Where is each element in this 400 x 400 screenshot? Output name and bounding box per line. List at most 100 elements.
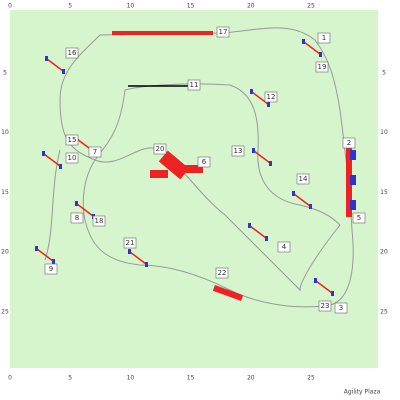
tunnel <box>150 170 168 178</box>
axis-label: 5 <box>382 69 386 76</box>
obstacle-number: 21 <box>126 239 135 247</box>
axis-label: 15 <box>187 3 195 10</box>
jump-bar <box>293 193 311 207</box>
axis-label: 10 <box>380 129 388 136</box>
jump-wing <box>35 246 38 251</box>
axis-label: 15 <box>1 189 9 196</box>
obstacle-box <box>315 61 329 73</box>
jump-bar <box>249 225 267 239</box>
jump-bar <box>253 150 271 164</box>
jump-wing <box>319 52 322 57</box>
obstacle-number: 2 <box>347 139 351 147</box>
jump-wing <box>265 236 268 241</box>
obstacle-box <box>44 263 58 275</box>
axis-label: 5 <box>68 3 72 10</box>
obstacle-number: 4 <box>282 243 287 251</box>
axis-label: 0 <box>8 375 12 382</box>
title: Agility Plaza <box>344 389 381 396</box>
jump-wing <box>42 151 45 156</box>
dog-path <box>44 149 61 261</box>
axis-label: 15 <box>380 189 388 196</box>
tunnel <box>185 165 203 173</box>
obstacle-number: 9 <box>49 265 53 273</box>
jump-wing <box>292 191 295 196</box>
obstacle-number: 16 <box>68 49 77 57</box>
jump-wing <box>75 201 78 206</box>
obstacle-number: 14 <box>299 175 308 183</box>
jump-wing <box>309 204 312 209</box>
obstacle-box <box>65 152 79 164</box>
jump-wing <box>269 161 272 166</box>
obstacle-box <box>216 26 230 38</box>
a-frame <box>212 285 244 301</box>
axis-label: 0 <box>8 3 12 10</box>
obstacle-box <box>70 212 84 224</box>
obstacle-number: 17 <box>219 28 228 36</box>
obstacle-number: 23 <box>321 302 330 310</box>
jump-wing <box>62 69 65 74</box>
jump-wing <box>52 259 55 264</box>
axis-label: 15 <box>187 375 195 382</box>
axis-label: 5 <box>68 375 72 382</box>
jump-wing <box>45 56 48 61</box>
axis-label: 20 <box>380 249 388 256</box>
obstacle-box <box>197 156 211 168</box>
jump-bar <box>315 280 333 294</box>
obstacle-number: 20 <box>156 145 165 153</box>
jump-wing <box>331 291 334 296</box>
jump-bar <box>303 41 321 55</box>
obstacle-number: 22 <box>218 269 227 277</box>
obstacle-number: 12 <box>267 93 276 101</box>
obstacle-number: 1 <box>322 34 326 42</box>
jump-wing <box>267 102 270 107</box>
jump-bar <box>46 58 64 72</box>
axis-label: 10 <box>127 3 135 10</box>
jump-wing <box>59 164 62 169</box>
jump-wing <box>145 262 148 267</box>
jump-wing <box>302 39 305 44</box>
obstacle-number: 8 <box>75 214 79 222</box>
axis-label: 25 <box>1 309 9 316</box>
obstacle-number: 10 <box>68 154 77 162</box>
jump-bar <box>129 251 147 265</box>
obstacle-box <box>153 143 167 155</box>
obstacle-box <box>342 137 356 149</box>
axis-label: 20 <box>247 375 255 382</box>
weave-poles <box>350 150 356 160</box>
obstacle-box <box>88 146 102 158</box>
dog-walk <box>112 31 213 35</box>
axis-label: 20 <box>247 3 255 10</box>
obstacle-box <box>187 79 201 91</box>
jump-wing <box>248 223 251 228</box>
jump-wing <box>250 89 253 94</box>
obstacle-number: 13 <box>234 147 243 155</box>
tunnel <box>158 150 190 180</box>
obstacle-box <box>277 241 291 253</box>
axis-label: 5 <box>3 69 7 76</box>
obstacle-number: 7 <box>93 148 97 156</box>
jump-bar <box>36 248 54 262</box>
jump-bar <box>43 153 61 167</box>
obstacle-number: 11 <box>190 81 199 89</box>
axis-label: 20 <box>1 249 9 256</box>
axis-label: 10 <box>1 129 9 136</box>
jump-wing <box>252 148 255 153</box>
obstacle-number: 6 <box>202 158 207 166</box>
obstacle-box <box>65 47 79 59</box>
weave-poles <box>346 145 352 217</box>
obstacle-box <box>318 300 332 312</box>
obstacle-box <box>65 134 79 146</box>
obstacle-number: 19 <box>318 63 327 71</box>
obstacle-box <box>317 32 331 44</box>
obstacle-number: 5 <box>357 214 361 222</box>
obstacle-number: 18 <box>95 217 104 225</box>
obstacle-box <box>352 212 366 224</box>
axis-label: 10 <box>127 375 135 382</box>
weave-poles <box>350 175 356 185</box>
obstacle-box <box>296 173 310 185</box>
jump-wing <box>128 249 131 254</box>
axis-label: 25 <box>380 309 388 316</box>
jump-bar <box>76 203 94 217</box>
obstacle-box <box>231 145 245 157</box>
